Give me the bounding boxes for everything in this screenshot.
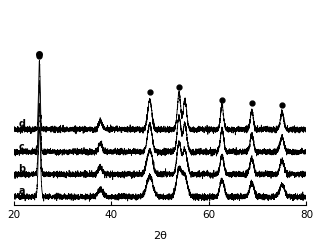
Text: a: a [18, 186, 25, 196]
Text: b: b [18, 164, 26, 174]
Text: c: c [18, 142, 24, 151]
X-axis label: 2θ: 2θ [153, 231, 167, 241]
Text: d: d [18, 119, 25, 129]
